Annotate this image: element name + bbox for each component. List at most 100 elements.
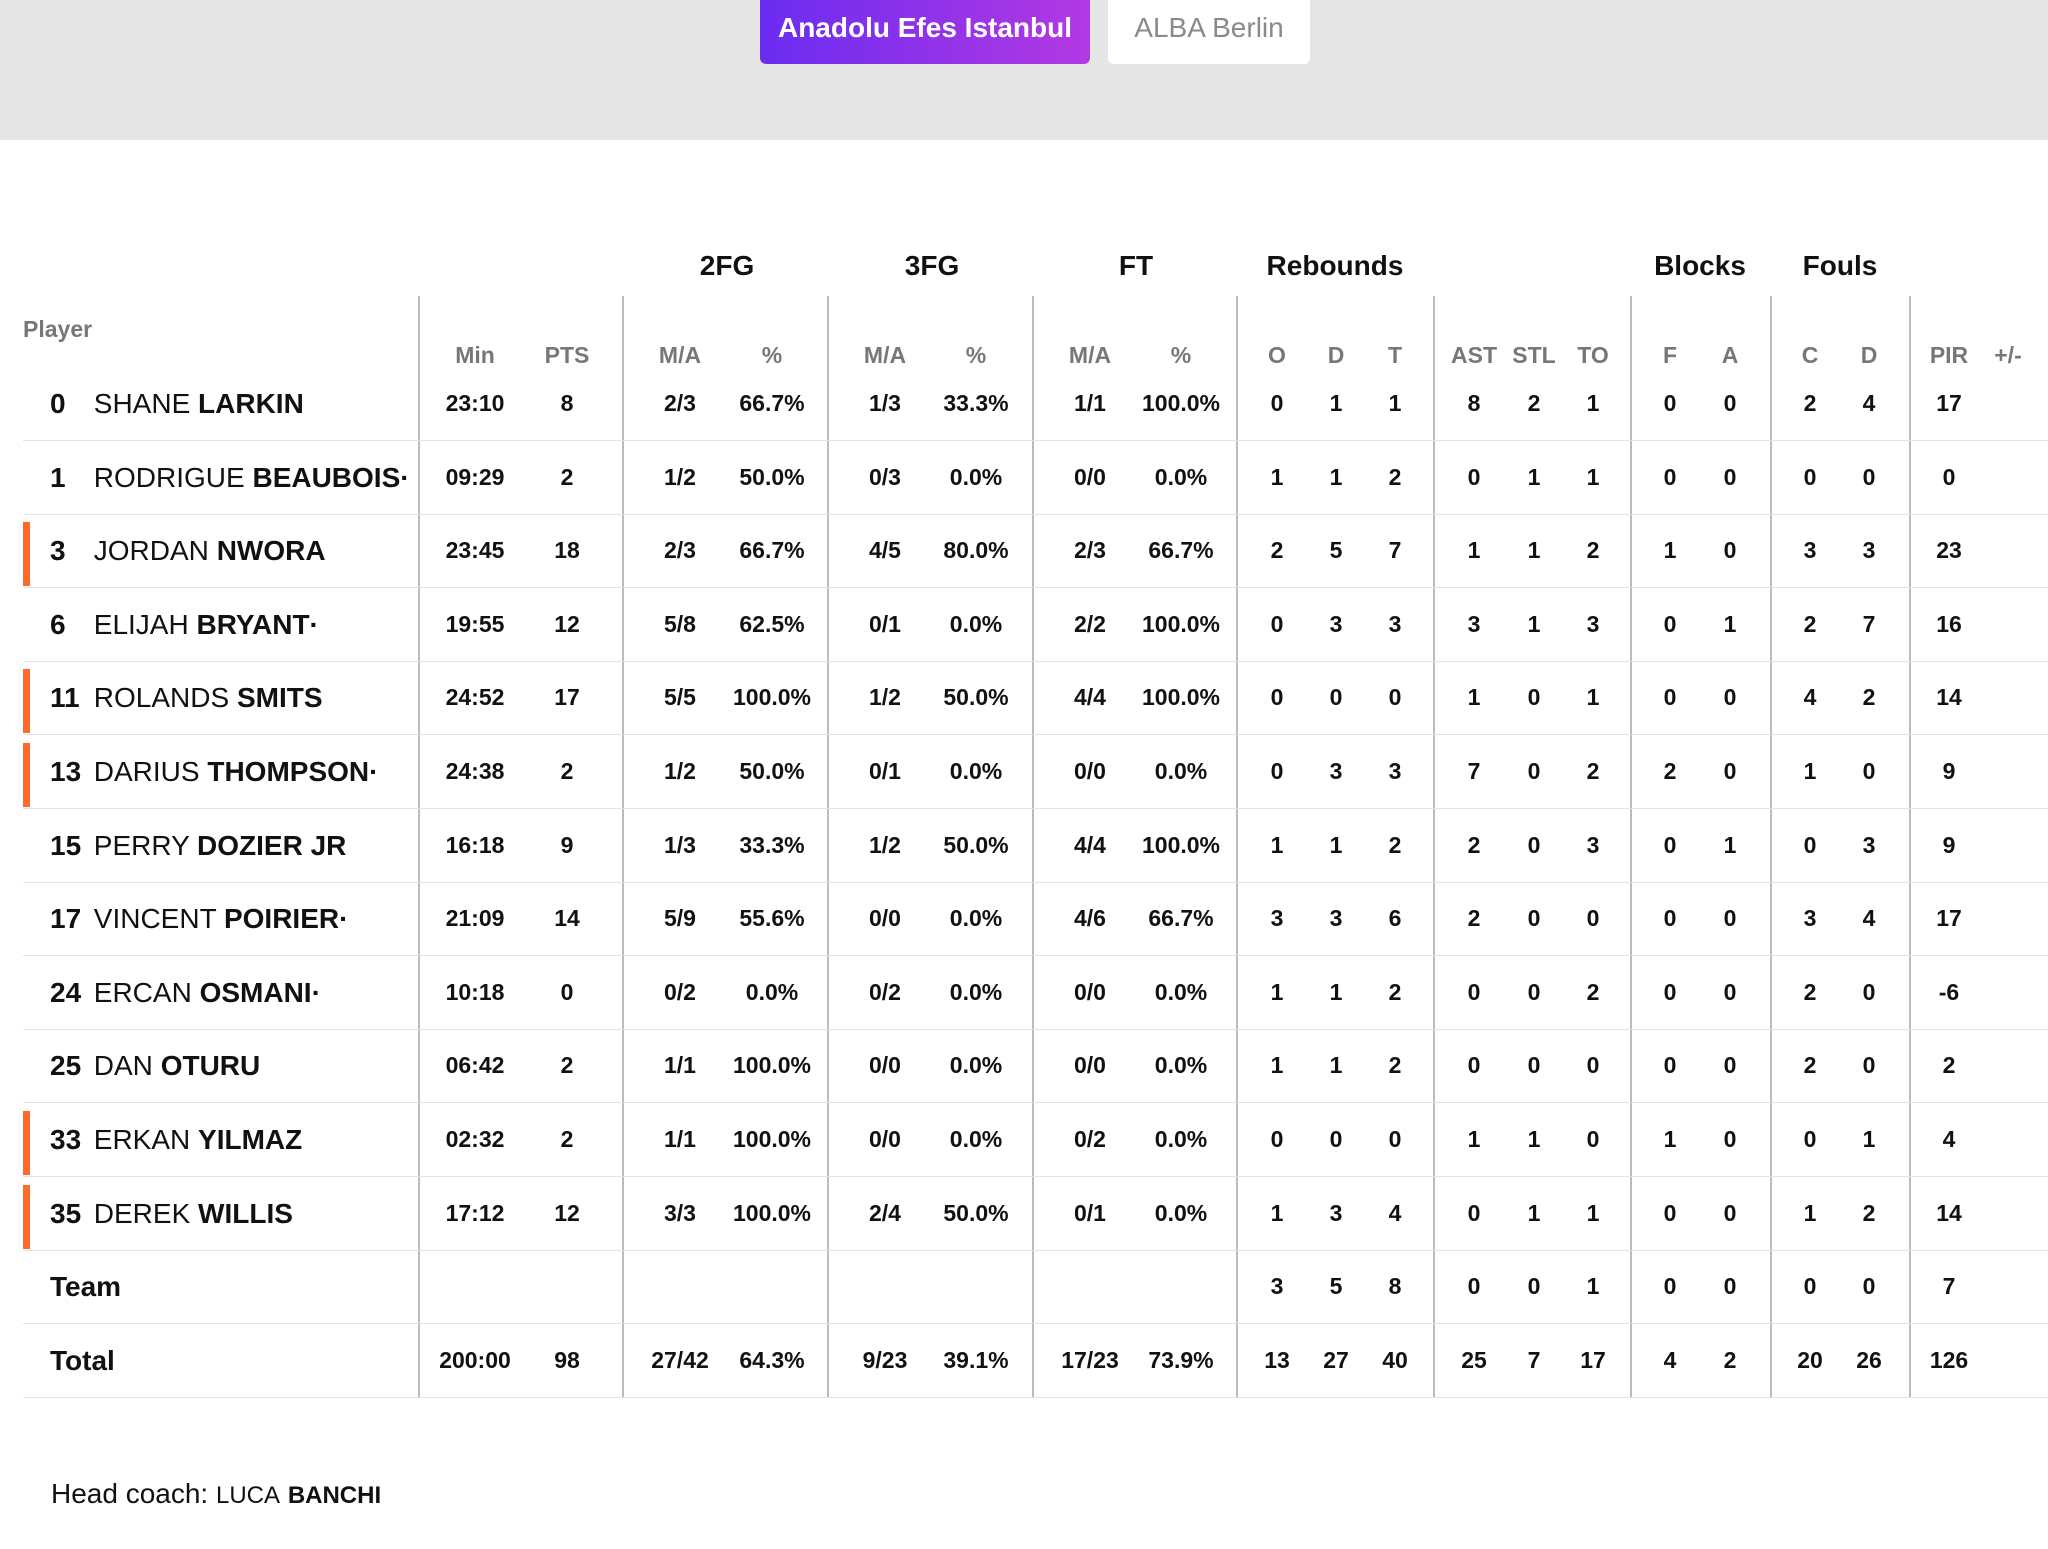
cell-pir: 17 [1936,390,1962,416]
column-header-fg3-pct[interactable]: % [965,342,987,368]
cell-blk-f: 0 [1663,1052,1677,1079]
cell-to: 1 [1586,1273,1600,1300]
cell-to: 3 [1586,610,1600,637]
head-coach-first-name: LUCA [216,1482,281,1509]
column-header-stl[interactable]: STL [1512,342,1556,368]
cell-fg2-ma: 0/2 [664,978,696,1005]
column-header-foul-d[interactable]: D [1860,342,1878,368]
column-header-ft-pct[interactable]: % [1170,342,1192,368]
player-name-link[interactable]: 3 JORDAN NWORA [50,514,326,587]
column-header-reb-d[interactable]: D [1327,342,1345,368]
cell-fg3-ma: 4/5 [869,537,901,564]
column-header-fg3-ma[interactable]: M/A [863,342,907,368]
cell-foul-d: 0 [1862,1273,1876,1300]
tab-alba-berlin[interactable]: ALBA Berlin [1108,0,1310,64]
cell-reb-d: 5 [1329,537,1343,564]
starter-marker [23,1184,30,1249]
column-header-min[interactable]: Min [455,342,495,368]
group-header-blocks: Blocks [1654,250,1746,281]
column-header-ft-ma[interactable]: M/A [1068,342,1112,368]
column-header-blk-f[interactable]: F [1662,342,1678,368]
cell-reb-t: 8 [1388,1273,1402,1300]
column-header-pir[interactable]: PIR [1929,342,1969,368]
player-first-name: VINCENT [93,903,217,935]
table-row: 25 DAN OTURU 06:42 2 1/1 100.0% 0/0 0.0% 0/0 0.0… [23,1029,2048,1104]
cell-reb-d: 3 [1329,610,1343,637]
column-header-reb-o[interactable]: O [1268,342,1286,368]
player-number: 35 [50,1197,82,1229]
column-header-pm[interactable]: +/- [1994,342,2022,368]
cell-stl: 0 [1527,978,1541,1005]
cell-pir: 4 [1942,1126,1956,1152]
cell-min: 21:09 [445,905,505,932]
cell-fg3-ma: 0/0 [869,1052,901,1079]
starter-marker [23,1111,30,1175]
cell-reb-t: 6 [1388,905,1402,932]
cell-foul-d: 0 [1862,978,1876,1005]
cell-fg2-pct: 50.0% [739,463,805,490]
cell-ft-ma: 2/3 [1074,537,1106,564]
head-coach: Head coach: LUCA BANCHI [51,1478,381,1510]
cell-pts: 98 [554,1346,580,1373]
cell-pm [1963,1029,2048,1102]
player-number: 0 [50,388,66,419]
cell-stl: 1 [1527,537,1541,564]
starter-marker [23,522,30,587]
column-header-ast[interactable]: AST [1451,342,1497,368]
column-divider [1236,296,1238,1398]
player-last-name: BEAUBOIS· [252,461,410,493]
column-header-blk-a[interactable]: A [1721,342,1739,368]
cell-pts: 12 [554,1199,580,1226]
player-first-name: JORDAN [93,535,209,567]
cell-to: 2 [1586,537,1600,564]
cell-stl: 0 [1527,905,1541,932]
cell-min: 200:00 [439,1346,511,1373]
cell-blk-a: 1 [1723,610,1737,637]
cell-blk-f: 0 [1663,978,1677,1005]
column-divider [1032,296,1034,1398]
cell-blk-a: 0 [1723,1273,1737,1300]
column-header-reb-t[interactable]: T [1387,342,1403,368]
column-header-fg2-ma[interactable]: M/A [658,342,702,368]
cell-min: 02:32 [445,1126,505,1152]
player-name-link[interactable]: 0 SHANE LARKIN [50,367,304,440]
player-number: 25 [50,1050,82,1082]
player-name-link[interactable]: 1 RODRIGUE BEAUBOIS· [50,441,410,514]
cell-ft-pct: 0.0% [1154,978,1208,1005]
tab-anadolu-efes[interactable]: Anadolu Efes Istanbul [760,0,1090,64]
player-name-link[interactable]: 17 VINCENT POIRIER· [50,882,348,955]
column-header-pts[interactable]: PTS [544,342,590,368]
cell-min: 06:42 [445,1052,505,1079]
player-name-link[interactable]: 35 DEREK WILLIS [50,1177,293,1250]
cell-ft-ma: 4/4 [1074,684,1106,711]
table-row: 0 SHANE LARKIN 23:10 8 2/3 66.7% 1/3 33.3% 1/1 1… [23,367,2048,441]
cell-blk-a: 0 [1723,758,1737,784]
column-header-fg2-pct[interactable]: % [761,342,783,368]
cell-reb-d: 1 [1329,463,1343,490]
cell-pir: 9 [1942,831,1956,858]
cell-fg2-ma [635,1250,725,1323]
cell-ast: 25 [1461,1346,1487,1373]
cell-pm [1963,661,2048,734]
head-coach-label: Head coach: [51,1478,209,1509]
column-header-foul-c[interactable]: C [1801,342,1819,368]
cell-pts: 2 [560,758,574,784]
cell-fg3-pct: 0.0% [949,1126,1003,1152]
cell-reb-t: 2 [1388,463,1402,490]
cell-foul-c: 1 [1803,758,1817,784]
player-name-link[interactable]: 15 PERRY DOZIER JR [50,809,346,882]
cell-fg3-pct: 50.0% [943,1199,1009,1226]
cell-ft-ma: 4/4 [1074,831,1106,858]
player-name-link[interactable]: 24 ERCAN OSMANI· [50,956,321,1029]
player-name-link[interactable]: 25 DAN OTURU [50,1029,260,1102]
player-name-link[interactable]: 33 ERKAN YILMAZ [50,1103,302,1176]
player-name-link[interactable]: 11 ROLANDS SMITS [50,661,323,734]
player-name-link[interactable]: 13 DARIUS THOMPSON· [50,735,378,808]
cell-foul-c: 0 [1803,1273,1817,1300]
player-name-link[interactable]: 6 ELIJAH BRYANT· [50,588,319,661]
player-first-name: RODRIGUE [93,461,245,493]
cell-pir: 126 [1929,1346,1969,1373]
cell-foul-d: 2 [1862,684,1876,711]
cell-min: 23:45 [445,537,505,564]
column-header-to[interactable]: TO [1577,342,1609,368]
